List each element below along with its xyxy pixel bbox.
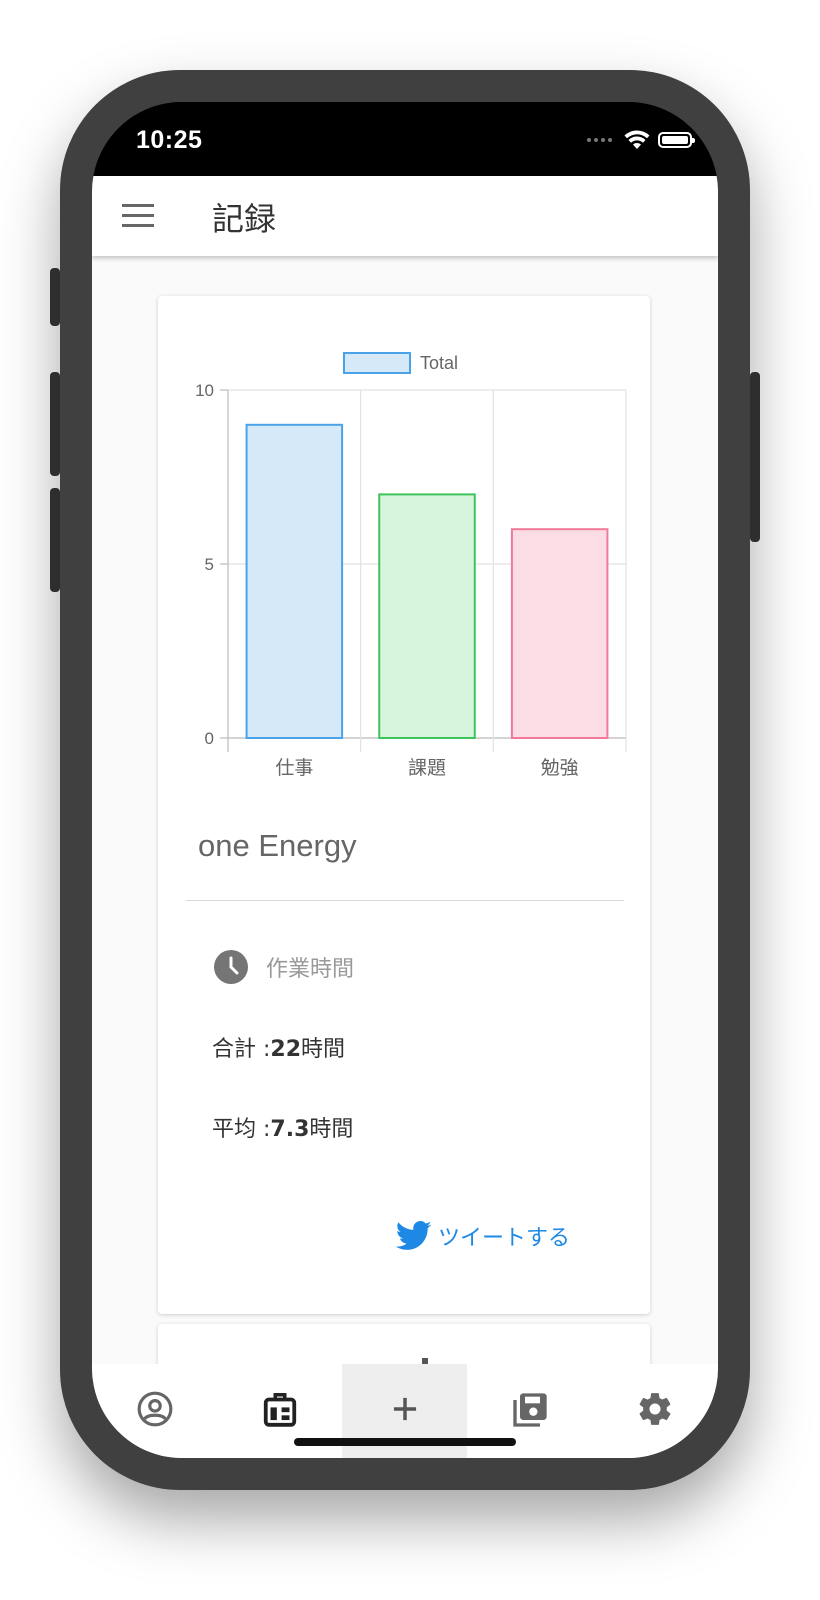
work-time-label: 作業時間	[266, 957, 355, 982]
record-card: 0 5 10 仕事 課題 勉強 Total one Energy 作業時間 合計 :22時間…	[158, 296, 650, 1314]
wifi-icon	[624, 130, 650, 149]
y-tick-label: 10	[195, 381, 214, 400]
status-icons	[587, 130, 695, 150]
chart-bag-icon	[263, 1393, 296, 1427]
menu-icon[interactable]	[122, 204, 154, 228]
divider	[186, 900, 624, 901]
next-card-content	[422, 1358, 428, 1368]
avg-value: 7.3	[270, 1117, 310, 1142]
home-indicator[interactable]	[294, 1438, 516, 1446]
total-time: 合計 :22時間	[212, 1031, 345, 1063]
total-label: 合計 :	[212, 1037, 271, 1062]
notch	[230, 102, 580, 152]
chart-bar	[378, 493, 476, 739]
tweet-label: ツイートする	[438, 1226, 571, 1251]
nav-settings[interactable]	[592, 1364, 717, 1458]
bar-chart: 0 5 10 仕事 課題 勉強 Total	[195, 352, 627, 779]
legend-label: Total	[420, 353, 458, 373]
chart-bar	[510, 528, 609, 739]
nav-profile[interactable]	[92, 1364, 217, 1458]
library-save-icon	[512, 1393, 547, 1427]
avg-unit: 時間	[309, 1117, 354, 1142]
signal-icon	[587, 138, 612, 142]
total-unit: 時間	[301, 1037, 346, 1062]
clock-icon	[214, 950, 248, 984]
account-circle-icon	[137, 1391, 172, 1427]
battery-icon	[658, 132, 695, 148]
avg-label: 平均 :	[212, 1117, 271, 1142]
gear-icon	[639, 1393, 670, 1425]
app-toolbar: 記録	[92, 176, 718, 256]
x-tick-label: 課題	[408, 757, 446, 779]
card-title: one Energy	[198, 828, 357, 863]
status-time: 10:25	[136, 126, 203, 154]
x-tick-label: 勉強	[541, 757, 579, 779]
twitter-bird-icon	[396, 1221, 432, 1250]
nav-library[interactable]	[467, 1364, 592, 1458]
phone-screen: 10:25 記録 0 5 10 仕事 課題 勉強 Total one Energy	[92, 102, 718, 1458]
x-tick-label: 仕事	[275, 757, 313, 779]
nav-records[interactable]	[217, 1364, 342, 1458]
chart-bar	[245, 423, 344, 740]
average-time: 平均 :7.3時間	[212, 1111, 353, 1143]
legend-swatch	[343, 352, 411, 374]
y-tick-label: 0	[205, 729, 214, 748]
app-content: 記録 0 5 10 仕事 課題 勉強 Total one Energy 作業時間 合計 :2…	[92, 176, 718, 1458]
total-value: 22	[270, 1037, 302, 1062]
page-title: 記録	[212, 200, 277, 238]
y-tick-label: 5	[205, 555, 214, 574]
plus-icon	[393, 1397, 416, 1421]
tweet-button[interactable]: ツイートする	[396, 1216, 570, 1256]
